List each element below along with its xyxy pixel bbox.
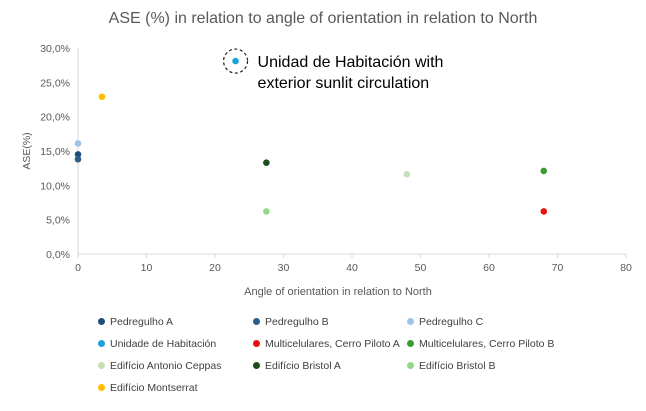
chart-title: ASE (%) in relation to angle of orientat… [108,10,538,27]
y-tick-label: 5,0% [46,215,70,227]
x-tick-label: 70 [552,262,564,274]
legend-marker [407,361,414,369]
legend-item: Pedregulho C [407,316,483,328]
legend-label: Pedregulho B [265,316,329,328]
legend-label: Edifício Montserrat [110,382,198,394]
legend-label: Edifício Antonio Ceppas [110,360,222,372]
legend-item: Pedregulho A [98,316,173,328]
data-point [232,57,239,65]
legend-label: Edifício Bristol B [419,360,496,372]
x-tick-label: 0 [75,262,81,274]
legend-item: Edifício Montserrat [98,382,198,394]
axes: 0 10 20 30 40 50 60 70 80 0,0% 5,0% 10,0% 15,0% 20,0%… [21,43,632,298]
data-point [74,155,82,163]
legend-marker [253,361,260,369]
data-point [74,151,82,158]
data-point [263,159,270,166]
legend-label: Multicelulares, Cerro Piloto B [419,338,555,350]
legend-item: Pedregulho B [253,316,329,328]
annotation-circle [222,48,249,74]
legend-marker [407,317,414,325]
data-point [540,208,548,215]
data-point [540,167,548,175]
y-tick-label: 25,0% [40,77,70,89]
y-tick-label: 0,0% [46,249,70,261]
legend-marker [407,339,414,347]
legend-marker [98,317,105,325]
data-points [74,57,548,215]
legend-item: Edifício Bristol B [407,360,495,372]
legend-item: Edifício Bristol A [253,360,341,372]
x-tick-label: 20 [209,262,221,274]
y-tick-label: 20,0% [40,112,70,124]
legend-label: Pedregulho C [419,316,484,328]
legend-label: Edifício Bristol A [265,360,341,372]
annotation-text: exterior sunlit circulation [258,75,430,92]
x-tick-label: 40 [346,262,358,274]
data-point [263,208,270,215]
x-axis-title: Angle of orientation in relation to Nort… [244,286,432,298]
legend-item: Multicelulares, Cerro Piloto B [407,338,554,350]
legend-label: Pedregulho A [110,316,174,328]
data-point [98,93,106,101]
annotation-text: Unidad de Habitación with [258,54,444,71]
annotation: Unidad de Habitación with exterior sunlit… [222,48,444,92]
y-tick-label: 10,0% [40,180,70,192]
data-point [403,171,411,178]
legend-marker [253,317,260,325]
legend-marker [253,339,260,347]
legend-marker [98,383,105,391]
y-tick-label: 15,0% [40,146,70,158]
legend-item: Multicelulares, Cerro Piloto A [253,338,400,350]
x-tick-label: 50 [415,262,427,274]
legend-label: Multicelulares, Cerro Piloto A [265,338,400,350]
x-tick-label: 10 [141,262,153,274]
legend-marker [98,361,105,369]
y-tick-label: 30,0% [40,43,70,55]
x-tick-label: 80 [620,262,632,274]
y-axis-title: ASE(%) [21,132,33,169]
x-tick-label: 60 [483,262,495,274]
data-point [74,140,82,147]
legend-label: Unidade de Habitación [110,338,217,350]
legend-item: Edifício Antonio Ceppas [98,360,222,372]
legend-item: Unidade de Habitación [98,338,216,350]
legend-marker [98,339,105,347]
x-tick-label: 30 [278,262,290,274]
